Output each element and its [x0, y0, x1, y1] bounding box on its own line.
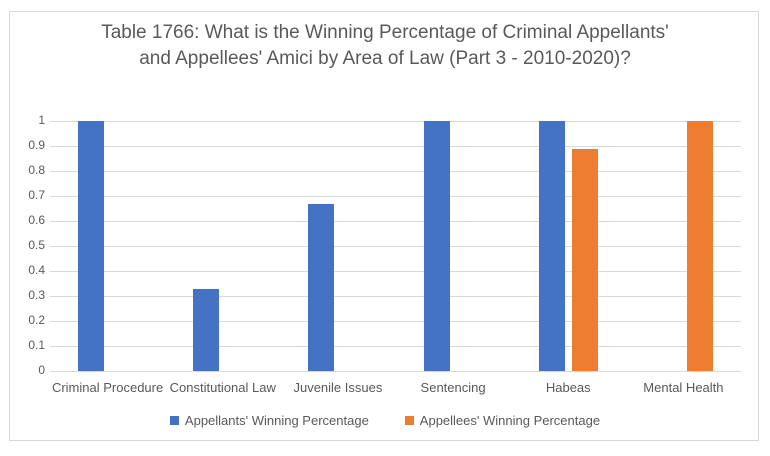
bar: [78, 121, 105, 371]
legend: Appellants' Winning Percentage Appellees'…: [0, 413, 770, 428]
gridline: [50, 346, 741, 347]
bar: [686, 121, 713, 371]
bar: [423, 121, 450, 371]
chart-frame: [9, 11, 759, 441]
gridline: [50, 221, 741, 222]
y-tick-label: 0.6: [28, 213, 45, 227]
legend-swatch: [169, 416, 179, 425]
gridline: [50, 196, 741, 197]
bar: [308, 203, 335, 371]
gridline: [50, 171, 741, 172]
gridline: [50, 121, 741, 122]
gridline: [50, 246, 741, 247]
legend-item: Appellees' Winning Percentage: [404, 413, 601, 428]
y-tick-label: 0.9: [28, 138, 45, 152]
category-label: Mental Health: [643, 380, 724, 395]
legend-item: Appellants' Winning Percentage: [169, 413, 369, 428]
bar: [538, 121, 565, 371]
bar: [193, 288, 220, 371]
y-tick-label: 1: [38, 113, 45, 127]
category-label: Sentencing: [420, 380, 486, 395]
y-tick-label: 0: [38, 363, 45, 377]
legend-swatch: [404, 416, 414, 425]
bar: [571, 148, 598, 371]
chart-title: Table 1766: What is the Winning Percenta…: [101, 22, 669, 69]
category-label: Criminal Procedure: [51, 380, 164, 395]
y-tick-label: 0.4: [28, 263, 45, 277]
category-label: Constitutional Law: [169, 380, 276, 395]
gridline: [50, 371, 741, 372]
y-tick-label: 0.8: [28, 163, 45, 177]
y-tick-label: 0.7: [28, 188, 45, 202]
legend-label: Appellants' Winning Percentage: [184, 413, 369, 428]
y-tick-label: 0.5: [28, 238, 45, 252]
y-tick-label: 0.3: [28, 288, 45, 302]
category-label: Habeas: [545, 380, 591, 395]
gridline: [50, 321, 741, 322]
y-tick-label: 0.1: [28, 338, 45, 352]
gridline: [50, 296, 741, 297]
category-label: Juvenile Issues: [293, 380, 383, 395]
plot-area: [50, 121, 741, 372]
legend-label: Appellees' Winning Percentage: [419, 413, 601, 428]
gridline: [50, 271, 741, 272]
y-tick-label: 0.2: [28, 313, 45, 327]
gridline: [50, 146, 741, 147]
